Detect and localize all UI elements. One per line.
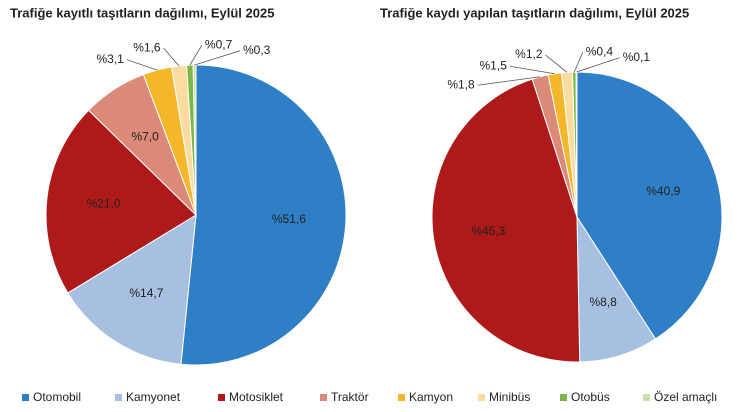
legend-label: Otobüs — [571, 390, 610, 404]
pie-slice — [45, 109, 197, 294]
leader-line — [194, 50, 241, 66]
pie-slice — [67, 214, 197, 365]
legend-label: Otomobil — [33, 390, 81, 404]
leader-line — [573, 51, 584, 73]
pie-slice — [431, 78, 581, 363]
legend-label: Motosiklet — [229, 390, 284, 404]
legend-marker — [22, 394, 29, 401]
data-label: %51,6 — [272, 212, 306, 226]
data-label: %0,3 — [243, 43, 271, 57]
legend-marker — [218, 394, 225, 401]
leader-line — [126, 59, 158, 71]
legend-label: Traktör — [331, 390, 369, 404]
pie-slice — [576, 71, 723, 340]
legend-marker — [560, 394, 567, 401]
leader-line — [509, 65, 555, 75]
pie-slice — [180, 64, 347, 366]
legend-marker — [115, 394, 122, 401]
legend-label: Kamyon — [409, 390, 453, 404]
data-label: %40,9 — [646, 184, 680, 198]
data-label: %1,5 — [480, 58, 508, 72]
data-label: %1,2 — [515, 47, 543, 61]
leader-line — [189, 44, 203, 66]
data-label: %1,8 — [447, 77, 475, 91]
data-label: %21,0 — [87, 197, 121, 211]
leader-line — [576, 57, 620, 73]
leader-line — [477, 76, 541, 86]
legend-label: Kamyonet — [126, 390, 181, 404]
data-label: %8,8 — [589, 295, 617, 309]
legend-marker — [643, 394, 650, 401]
data-label: %45,3 — [471, 224, 505, 238]
data-label: %3,1 — [96, 52, 124, 66]
chart-title: Trafiğe kayıtlı taşıtların dağılımı, Eyl… — [10, 5, 274, 20]
data-label: %0,1 — [623, 50, 651, 64]
data-label: %7,0 — [132, 129, 160, 143]
legend-marker — [478, 394, 485, 401]
legend-marker — [398, 394, 405, 401]
data-label: %0,7 — [205, 37, 233, 51]
leader-line — [163, 47, 180, 67]
data-label: %1,6 — [133, 40, 161, 54]
chart-title: Trafiğe kaydı yapılan taşıtların dağılım… — [380, 5, 689, 20]
legend-marker — [320, 394, 327, 401]
data-label: %0,4 — [586, 44, 614, 58]
legend-label: Minibüs — [489, 390, 530, 404]
legend-label: Özel amaçlı — [654, 390, 717, 404]
data-label: %14,7 — [129, 286, 163, 300]
leader-line — [545, 54, 568, 73]
